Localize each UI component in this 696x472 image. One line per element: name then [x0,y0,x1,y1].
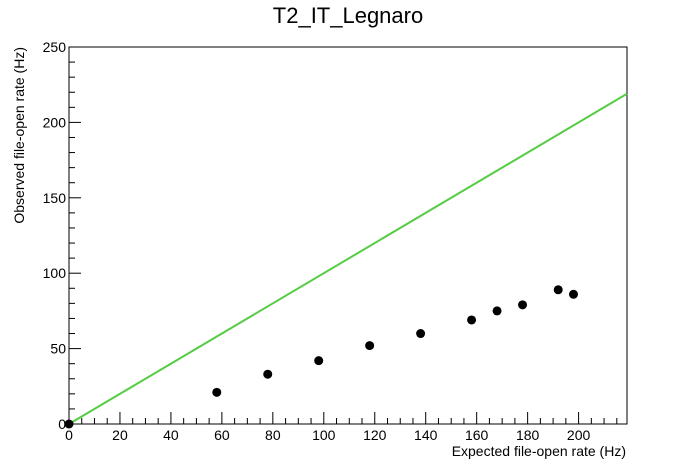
y-axis-label: Observed file-open rate (Hz) [11,47,27,224]
x-tick-label: 40 [163,427,179,443]
data-point [212,387,222,397]
x-axis-label: Expected file-open rate (Hz) [452,443,626,459]
y-tick-label: 0 [58,416,66,432]
y-tick-label: 200 [43,114,67,130]
data-point [553,285,563,295]
x-tick-labels: 0 20 40 60 80 100 120 140 160 180 200 [65,427,590,443]
data-point [518,300,528,310]
x-tick-label: 80 [265,427,281,443]
data-point [314,356,324,366]
y-tick-labels: 0 50 100 150 200 250 [43,39,67,432]
data-points [64,285,578,429]
x-tick-label: 160 [465,427,489,443]
x-tick-label: 200 [567,427,591,443]
x-tick-label: 180 [516,427,540,443]
x-tick-label: 60 [214,427,230,443]
axis-ticks [68,46,618,425]
data-point [492,306,502,316]
data-point [416,329,426,339]
y-tick-label: 250 [43,39,67,55]
y-tick-label: 100 [43,265,67,281]
x-tick-label: 100 [312,427,336,443]
data-point [365,341,375,351]
y-tick-label: 50 [50,341,66,357]
chart-title: T2_IT_Legnaro [273,3,423,28]
reference-line [68,92,628,425]
x-tick-label: 0 [65,427,73,443]
data-point [64,419,74,429]
x-tick-label: 20 [112,427,128,443]
y-tick-label: 150 [43,190,67,206]
x-tick-label: 120 [363,427,387,443]
x-tick-label: 140 [414,427,438,443]
data-point [467,315,477,325]
plot-frame [68,46,628,425]
data-point [568,289,578,299]
data-point [263,369,273,379]
